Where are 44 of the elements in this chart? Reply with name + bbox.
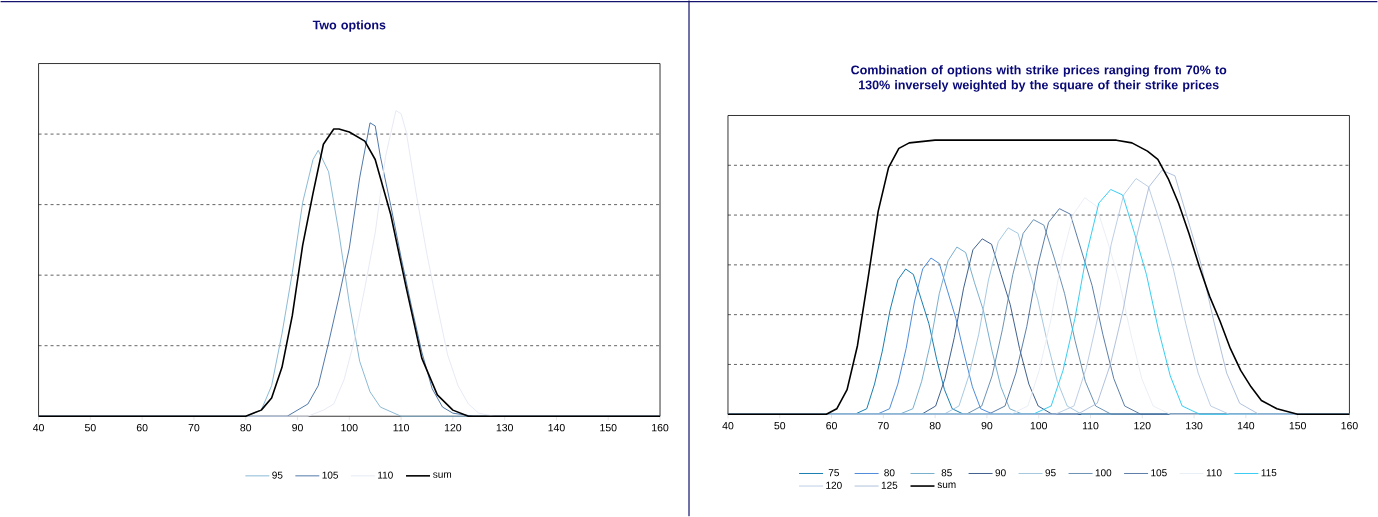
x-tick-label: 110 [393,424,410,432]
legend-label: 95 [1045,469,1056,477]
x-tick-label: 110 [1082,422,1099,430]
x-tick-label: 120 [444,424,462,432]
legend-label: 90 [995,469,1006,477]
legend-label: 110 [378,471,393,479]
x-tick-label: 120 [1134,422,1151,430]
x-tick-label: 150 [600,424,617,432]
legend-label: 105 [322,471,339,479]
x-tick-label: 60 [136,424,148,432]
legend-label: 80 [884,469,895,477]
x-tick-label: 50 [774,422,786,430]
legend-label: sum [433,472,452,478]
x-tick-label: 150 [1289,422,1306,430]
x-tick-label: 80 [929,422,941,430]
x-tick-label: 80 [240,424,252,432]
x-tick-label: 60 [826,422,837,430]
legend-label: 115 [1261,469,1277,477]
x-tick-label: 140 [1237,422,1255,430]
x-tick-label: 160 [652,424,669,432]
legend-label: 105 [1151,469,1167,477]
legend-label: 95 [272,471,283,479]
x-tick-label: 70 [878,422,889,430]
x-tick-label: 100 [1030,422,1048,430]
x-tick-label: 130 [1186,422,1203,430]
legend-label: 75 [828,469,839,477]
legend-label: 125 [881,481,898,489]
legend-label: 120 [826,481,842,489]
x-tick-label: 130 [496,424,513,432]
x-tick-label: 100 [341,424,358,432]
x-tick-label: 140 [548,424,565,432]
x-tick-label: 50 [84,424,96,432]
chart-title: Combination of options with strike prices ranging from 70% to 130% inversely weighted by the square of their strike prices [851,65,1227,92]
x-tick-label: 160 [1341,422,1358,430]
legend-label: 110 [1206,469,1222,477]
chart-title: Two options [312,20,386,32]
x-tick-label: 90 [292,424,303,432]
x-tick-label: 70 [188,424,200,432]
legend-label: 100 [1095,469,1112,477]
legend-label: sum [937,482,956,489]
legend-label: 85 [941,469,952,477]
x-tick-label: 40 [722,422,734,430]
x-tick-label: 90 [981,422,993,430]
x-tick-label: 40 [32,424,44,432]
